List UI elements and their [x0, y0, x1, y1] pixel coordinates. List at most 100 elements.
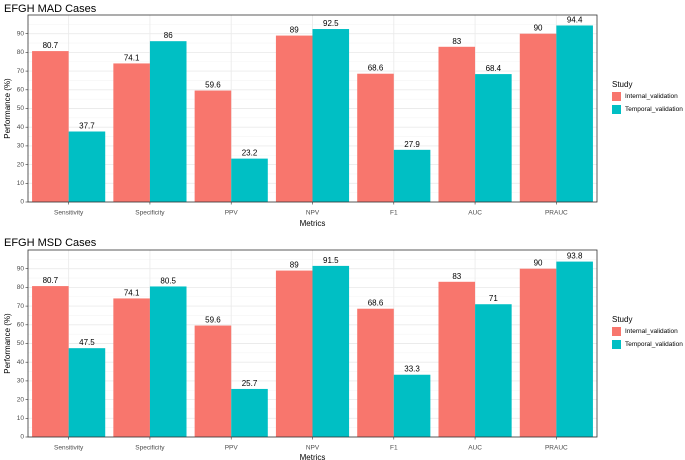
x-tick-label-ppv: PPV — [225, 210, 239, 217]
x-tick-label-npv: NPV — [306, 445, 320, 452]
bar-value-label: 74.1 — [124, 288, 140, 297]
bar-temporal-specificity — [149, 41, 187, 203]
bar-value-label: 89 — [290, 261, 299, 270]
y-tick-label: 80 — [17, 49, 25, 56]
bar-temporal-f1 — [393, 149, 431, 202]
bar-value-label: 86 — [164, 31, 173, 40]
bar-temporal-sensitivity — [68, 348, 106, 437]
y-tick-label: 60 — [17, 322, 25, 329]
x-axis-title: Metrics — [300, 219, 326, 228]
bar-temporal-prauc — [556, 261, 593, 437]
chart-title: EFGH MSD Cases — [4, 237, 97, 249]
bar-value-label: 23.2 — [242, 149, 258, 158]
bar-temporal-prauc — [556, 25, 593, 202]
chart-title: EFGH MAD Cases — [4, 3, 97, 15]
legend-swatch-temporal — [612, 105, 621, 114]
bar-temporal-auc — [475, 304, 512, 437]
bar-internal-ppv — [194, 325, 232, 437]
y-tick-label: 20 — [17, 396, 25, 403]
x-tick-label-specificity: Specificity — [135, 210, 165, 217]
x-tick-label-specificity: Specificity — [135, 445, 165, 452]
bar-value-label: 47.5 — [79, 338, 95, 347]
bar-internal-ppv — [194, 90, 232, 202]
x-tick-label-f1: F1 — [390, 210, 398, 217]
legend-title: Study — [612, 315, 632, 324]
bar-internal-sensitivity — [32, 51, 69, 202]
bar-internal-npv — [275, 35, 313, 202]
x-tick-label-sensitivity: Sensitivity — [54, 445, 84, 452]
bar-internal-npv — [275, 270, 313, 437]
bar-value-label: 80.7 — [43, 276, 59, 285]
y-tick-label: 10 — [17, 415, 25, 422]
y-tick-label: 90 — [17, 265, 25, 272]
bar-value-label: 83 — [452, 272, 461, 281]
bar-internal-auc — [438, 281, 476, 437]
bar-internal-prauc — [519, 268, 557, 437]
bar-value-label: 37.7 — [79, 122, 95, 131]
bar-value-label: 90 — [534, 24, 543, 33]
y-tick-label: 40 — [17, 359, 25, 366]
y-tick-label: 90 — [17, 30, 25, 37]
legend-label-internal: Internal_validation — [625, 328, 678, 335]
bar-value-label: 25.7 — [242, 379, 258, 388]
bar-temporal-npv — [312, 265, 350, 437]
bar-value-label: 91.5 — [323, 256, 339, 265]
x-tick-label-prauc: PRAUC — [545, 445, 568, 452]
y-tick-label: 50 — [17, 340, 25, 347]
bar-internal-prauc — [519, 33, 557, 203]
x-tick-label-npv: NPV — [306, 210, 320, 217]
legend-title: Study — [612, 80, 632, 89]
x-tick-label-f1: F1 — [390, 445, 398, 452]
bar-value-label: 74.1 — [124, 53, 140, 62]
bar-temporal-ppv — [231, 158, 268, 202]
legend-label-temporal: Temporal_validation — [625, 106, 683, 113]
x-tick-label-auc: AUC — [468, 210, 482, 217]
y-tick-label: 30 — [17, 143, 25, 150]
bar-value-label: 94.4 — [567, 15, 583, 24]
y-tick-label: 30 — [17, 378, 25, 385]
legend-swatch-internal — [612, 327, 621, 336]
legend-label-internal: Internal_validation — [625, 93, 678, 100]
y-tick-label: 60 — [17, 87, 25, 94]
bar-value-label: 59.6 — [205, 81, 221, 90]
legend-label-temporal: Temporal_validation — [625, 341, 683, 348]
legend-swatch-internal — [612, 92, 621, 101]
bar-temporal-sensitivity — [68, 131, 106, 202]
chart-panel-2: EFGH MSD Cases 80.7 74.1 59.6 89 68.6 83 90 47.5… — [3, 237, 683, 460]
x-tick-label-prauc: PRAUC — [545, 210, 568, 217]
bar-value-label: 71 — [489, 294, 498, 303]
y-axis-title: Performance (%) — [3, 78, 12, 139]
x-tick-label-sensitivity: Sensitivity — [54, 210, 84, 217]
y-tick-label: 20 — [17, 161, 25, 168]
bar-temporal-npv — [312, 29, 350, 203]
bar-value-label: 80.7 — [43, 41, 59, 50]
chart-panel-1: EFGH MAD Cases 80.7 74.1 59.6 89 68.6 83 90 37.7… — [3, 3, 683, 228]
y-tick-label: 0 — [20, 434, 24, 441]
y-tick-label: 70 — [17, 303, 25, 310]
bar-internal-specificity — [113, 298, 150, 437]
x-axis-title: Metrics — [300, 453, 326, 460]
bar-value-label: 68.4 — [486, 64, 502, 73]
bar-internal-sensitivity — [32, 286, 69, 437]
bar-temporal-auc — [475, 74, 512, 202]
y-axis-title: Performance (%) — [3, 313, 12, 374]
x-tick-label-auc: AUC — [468, 445, 482, 452]
bar-value-label: 68.6 — [368, 299, 384, 308]
legend: Study Internal_validation Temporal_validat… — [612, 80, 683, 114]
y-tick-label: 80 — [17, 284, 25, 291]
y-tick-label: 10 — [17, 180, 25, 187]
legend-swatch-temporal — [612, 340, 621, 349]
bar-value-label: 92.5 — [323, 19, 339, 28]
y-tick-label: 70 — [17, 68, 25, 75]
bar-value-label: 68.6 — [368, 64, 384, 73]
y-tick-label: 0 — [20, 199, 24, 206]
bar-value-label: 27.9 — [404, 140, 420, 149]
x-tick-label-ppv: PPV — [225, 445, 239, 452]
bar-value-label: 33.3 — [404, 365, 420, 374]
y-tick-label: 40 — [17, 124, 25, 131]
bar-value-label: 83 — [452, 37, 461, 46]
bar-temporal-ppv — [231, 388, 268, 437]
legend: Study Internal_validation Temporal_validat… — [612, 315, 683, 349]
bar-value-label: 80.5 — [160, 276, 176, 285]
